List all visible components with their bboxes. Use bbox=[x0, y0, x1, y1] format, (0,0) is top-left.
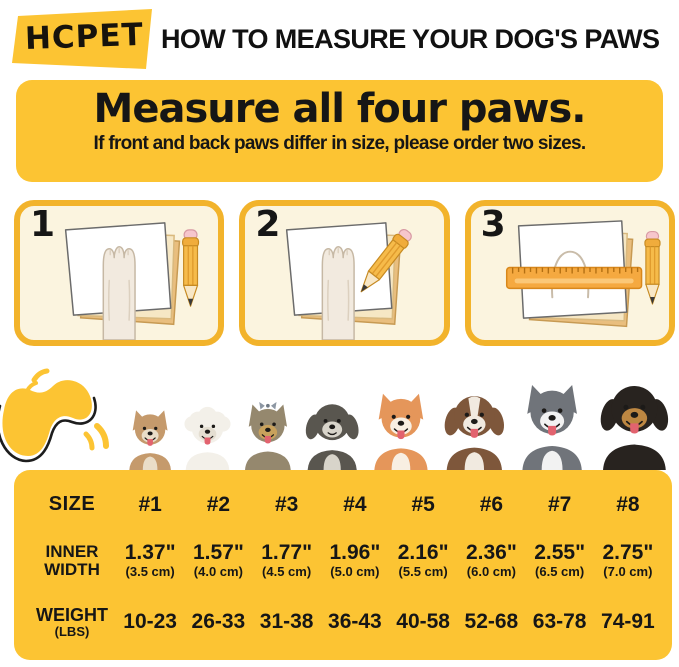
size-value: #2 bbox=[206, 492, 231, 516]
inner-width-cm: (6.0 cm) bbox=[466, 564, 516, 580]
inner-width-cm: (4.0 cm) bbox=[193, 564, 243, 580]
inner-width-value: 2.16" (5.5 cm) bbox=[389, 542, 457, 580]
inner-width-inches: 1.96" bbox=[329, 541, 381, 565]
hcpet-logo: HCPET bbox=[12, 8, 152, 70]
inner-width-value: 2.36" (6.0 cm) bbox=[457, 542, 525, 580]
inner-width-inches: 1.37" bbox=[124, 541, 176, 565]
size-value: #8 bbox=[616, 492, 640, 516]
banner-subtitle: If front and back paws differ in size, p… bbox=[93, 133, 587, 154]
weight-value: 40-58 bbox=[396, 610, 450, 634]
table-row-size: SIZE #1 #2 #3 #4 #5 #6 #7 #8 bbox=[28, 493, 662, 517]
inner-width-value: 1.96" (5.0 cm) bbox=[321, 542, 389, 580]
weight-value: 52-68 bbox=[464, 610, 519, 634]
paw-swoosh-doodle-icon bbox=[0, 364, 112, 478]
size-value: #5 bbox=[411, 492, 435, 516]
step-2-number: 2 bbox=[255, 204, 281, 245]
dog-photo-australian-shepherd bbox=[437, 366, 512, 470]
dog-photo-rottweiler bbox=[592, 352, 677, 470]
dog-photo-yorkshire-terrier bbox=[237, 384, 299, 470]
dog-photo-miniature-schnauzer bbox=[299, 378, 365, 470]
dog-photo-shiba-inu bbox=[365, 370, 437, 470]
size-value: #3 bbox=[274, 492, 299, 516]
inner-width-value: 1.37" (3.5 cm) bbox=[116, 542, 184, 580]
inner-width-value: 1.77" (4.5 cm) bbox=[253, 542, 321, 580]
dog-row bbox=[122, 350, 677, 470]
inner-width-inches: 2.36" bbox=[465, 541, 517, 565]
table-row-weight: WEIGHT (LBS) 10-23 26-33 31-38 36-43 40-… bbox=[28, 604, 662, 640]
weight-value: 31-38 bbox=[259, 610, 314, 634]
inner-width-inches: 2.55" bbox=[534, 541, 586, 565]
logo-text: HCPET bbox=[24, 16, 145, 58]
inner-width-cm: (7.0 cm) bbox=[603, 564, 653, 580]
size-value: #1 bbox=[138, 492, 162, 516]
inner-width-cm: (5.5 cm) bbox=[398, 564, 448, 580]
weight-value: 74-91 bbox=[601, 610, 655, 634]
weight-value: 26-33 bbox=[191, 610, 246, 634]
size-table: SIZE #1 #2 #3 #4 #5 #6 #7 #8 INNER WIDTH… bbox=[14, 470, 672, 660]
inner-width-inches: 2.16" bbox=[397, 541, 449, 565]
paw-on-paper-icon bbox=[64, 222, 200, 340]
header: HCPET HOW TO MEASURE YOUR DOG'S PAWS bbox=[12, 6, 675, 72]
weight-value: 36-43 bbox=[328, 610, 382, 634]
inner-width-cm: (6.5 cm) bbox=[535, 564, 585, 580]
size-value: #4 bbox=[343, 492, 367, 516]
inner-width-value: 1.57" (4.0 cm) bbox=[184, 542, 252, 580]
inner-width-cm: (5.0 cm) bbox=[330, 564, 380, 580]
step-1-number: 1 bbox=[30, 204, 56, 245]
banner-title: Measure all four paws. bbox=[93, 86, 587, 132]
size-value: #7 bbox=[547, 492, 572, 516]
step-panel-3: 3 bbox=[464, 200, 675, 346]
table-row-inner-width: INNER WIDTH 1.37" (3.5 cm) 1.57" (4.0 cm… bbox=[28, 542, 662, 580]
step-panel-2: 2 bbox=[239, 200, 450, 346]
inner-width-value: 2.55" (6.5 cm) bbox=[526, 542, 594, 580]
weight-value: 63-78 bbox=[532, 610, 587, 634]
logo-background-shape bbox=[12, 9, 152, 69]
page-title: HOW TO MEASURE YOUR DOG'S PAWS bbox=[161, 23, 660, 54]
inner-width-value: 2.75" (7.0 cm) bbox=[594, 542, 662, 580]
weight-row-label: WEIGHT (LBS) bbox=[36, 604, 108, 640]
inner-width-cm: (4.5 cm) bbox=[262, 564, 312, 580]
inner-width-row-label: INNER WIDTH bbox=[44, 541, 100, 580]
size-row-label: SIZE bbox=[48, 493, 96, 516]
dog-photo-bichon-frise bbox=[178, 388, 237, 470]
weight-value: 10-23 bbox=[123, 610, 177, 634]
trace-paw-with-pencil-icon bbox=[286, 222, 413, 340]
dog-photo-chihuahua bbox=[122, 392, 178, 470]
step-3-number: 3 bbox=[480, 204, 506, 245]
inner-width-inches: 1.77" bbox=[261, 541, 313, 565]
step-panel-1: 1 bbox=[14, 200, 225, 346]
dog-photo-siberian-husky bbox=[512, 358, 592, 470]
measure-banner: Measure all four paws. If front and back… bbox=[16, 80, 663, 182]
inner-width-inches: 1.57" bbox=[192, 541, 244, 565]
measure-steps: 1 2 bbox=[14, 200, 675, 346]
inner-width-inches: 2.75" bbox=[602, 541, 654, 565]
size-value: #6 bbox=[479, 492, 504, 516]
measure-with-ruler-icon bbox=[505, 220, 661, 328]
inner-width-cm: (3.5 cm) bbox=[125, 564, 175, 580]
